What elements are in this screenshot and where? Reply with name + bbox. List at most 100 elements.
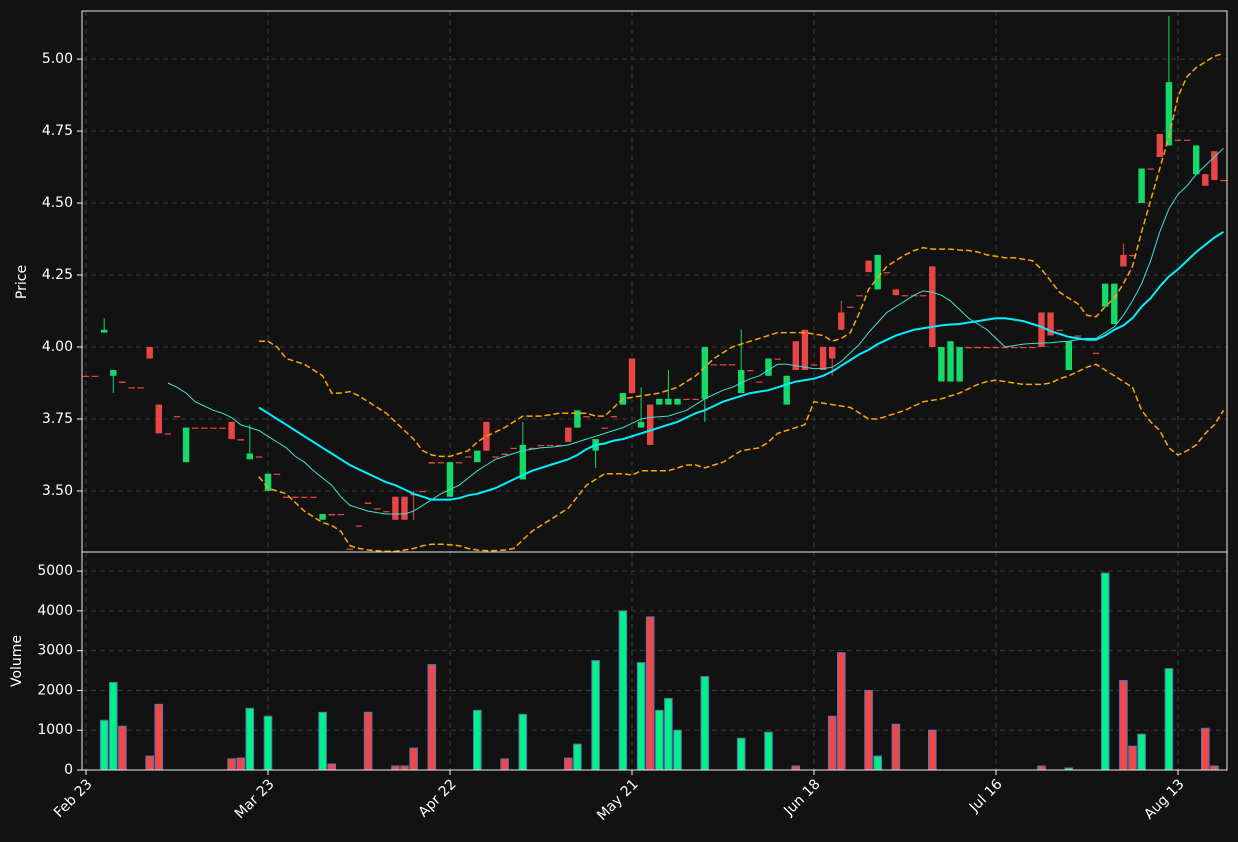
candle-body bbox=[1001, 347, 1009, 349]
candle-body bbox=[756, 381, 763, 383]
candle-body bbox=[419, 490, 426, 493]
candle-body bbox=[1074, 335, 1082, 337]
candle-body bbox=[546, 444, 554, 447]
candle-body bbox=[819, 347, 827, 371]
candle-body bbox=[328, 513, 335, 516]
candle-body bbox=[865, 260, 872, 273]
candle-body bbox=[1047, 312, 1054, 336]
candle-body bbox=[774, 358, 781, 360]
volume-bar bbox=[1210, 765, 1219, 771]
candle-body bbox=[401, 496, 408, 520]
candle-body bbox=[1202, 174, 1209, 186]
candle-body bbox=[674, 398, 681, 405]
candle-body bbox=[319, 513, 326, 520]
candle-body bbox=[128, 387, 135, 389]
candle-body bbox=[983, 347, 991, 349]
volume-bar bbox=[118, 725, 127, 771]
overlay-line bbox=[167, 147, 1224, 515]
candle-body bbox=[947, 341, 954, 382]
candle-body bbox=[182, 427, 190, 463]
candle-body bbox=[455, 462, 463, 464]
candle-body bbox=[1056, 329, 1063, 331]
candle-body bbox=[874, 254, 881, 290]
candle-body bbox=[101, 329, 108, 333]
volume-bar bbox=[700, 676, 710, 771]
candle-body bbox=[1174, 139, 1182, 141]
candle-body bbox=[137, 387, 144, 389]
candle-body bbox=[665, 398, 672, 405]
candle-body bbox=[556, 444, 563, 447]
candle-body bbox=[192, 427, 199, 429]
candle-body bbox=[838, 312, 845, 330]
volume-bar bbox=[673, 729, 682, 771]
candle-body bbox=[355, 525, 363, 527]
volume-bar bbox=[427, 664, 437, 771]
candle-body bbox=[829, 347, 836, 359]
volume-bar bbox=[409, 747, 418, 771]
candle-body bbox=[146, 347, 153, 359]
overlay-line bbox=[258, 52, 1224, 458]
candle-body bbox=[574, 410, 581, 428]
volume-bar bbox=[791, 765, 801, 771]
candle-body bbox=[1211, 151, 1218, 181]
y-tick-label: 4.50 bbox=[42, 195, 73, 211]
volume-bar bbox=[236, 757, 245, 771]
volume-bar bbox=[109, 681, 118, 771]
candle-body bbox=[437, 462, 445, 464]
candle-body bbox=[428, 462, 435, 464]
candle-body bbox=[974, 347, 981, 349]
volume-bar bbox=[928, 729, 937, 771]
candle-body bbox=[1011, 347, 1018, 349]
volume-bar bbox=[318, 711, 327, 771]
overlay-line bbox=[258, 230, 1225, 501]
y-tick-label: 5.00 bbox=[42, 51, 73, 67]
candle-body bbox=[237, 439, 244, 441]
volume-bar bbox=[1100, 572, 1110, 771]
y-tick-label: 4.25 bbox=[42, 267, 73, 283]
y-tick-label: 4000 bbox=[37, 603, 73, 619]
candle-body bbox=[219, 427, 226, 429]
candle-body bbox=[1102, 283, 1109, 307]
candle-body bbox=[483, 421, 490, 451]
y-tick-label: 2000 bbox=[37, 682, 73, 698]
candle-body bbox=[1029, 347, 1036, 349]
y-tick-label: 5000 bbox=[37, 563, 73, 579]
candle-body bbox=[765, 358, 772, 376]
candle-body bbox=[1129, 254, 1136, 257]
candle-body bbox=[565, 427, 572, 443]
y-tick-label: 4.00 bbox=[42, 339, 73, 355]
candle-body bbox=[701, 347, 708, 399]
candle-body bbox=[173, 416, 181, 418]
candle-body bbox=[82, 375, 90, 377]
candle-body bbox=[301, 496, 308, 498]
price-axis-label: Price bbox=[14, 265, 30, 299]
candle-body bbox=[901, 295, 909, 297]
candle-body bbox=[656, 398, 663, 405]
candle-body bbox=[929, 266, 936, 348]
volume-bar bbox=[1137, 733, 1146, 771]
candle-body bbox=[956, 347, 963, 382]
candle-body bbox=[201, 427, 208, 429]
candle-body bbox=[583, 416, 590, 418]
candle-body bbox=[920, 295, 927, 297]
candle-body bbox=[510, 447, 517, 449]
y-tick-label: 3.50 bbox=[42, 483, 73, 499]
candle-body bbox=[1193, 145, 1200, 175]
volume-bar bbox=[564, 757, 573, 771]
volume-bar bbox=[764, 731, 773, 771]
candle-body bbox=[1147, 168, 1154, 170]
volume-bar bbox=[473, 709, 482, 771]
candle-body bbox=[692, 398, 699, 401]
candle-body bbox=[801, 329, 809, 371]
candle-body bbox=[364, 502, 372, 504]
volume-bar bbox=[1128, 745, 1137, 771]
volume-bar bbox=[154, 703, 164, 771]
candle-body bbox=[610, 416, 617, 418]
volume-bar bbox=[1037, 765, 1046, 771]
candle-body bbox=[501, 453, 508, 455]
candle-body bbox=[892, 289, 900, 296]
candle-body bbox=[1038, 312, 1045, 348]
volume-bar bbox=[618, 610, 628, 771]
candle-body bbox=[492, 456, 499, 458]
volume-bar bbox=[263, 715, 273, 771]
